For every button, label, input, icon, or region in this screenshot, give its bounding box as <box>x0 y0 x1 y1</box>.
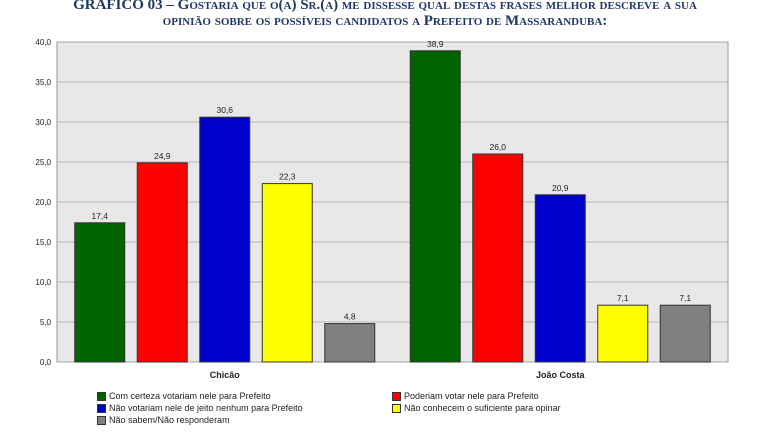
bar <box>136 162 188 363</box>
chart-title-line2: opinião sobre os possíveis candidatos a … <box>162 13 608 29</box>
data-label: 7,1 <box>679 293 691 303</box>
data-label: 17,4 <box>91 211 108 221</box>
data-label: 4,8 <box>344 312 356 322</box>
bar <box>199 116 251 363</box>
bar <box>261 183 313 363</box>
data-label: 26,0 <box>489 142 506 152</box>
legend-swatch <box>392 391 401 401</box>
y-tick-label: 15,0 <box>35 238 51 247</box>
legend-swatch <box>97 415 106 425</box>
data-label: 24,9 <box>154 151 171 161</box>
y-tick-label: 30,0 <box>35 118 51 127</box>
data-label: 20,9 <box>552 183 569 193</box>
x-category-label: João Costa <box>536 370 586 380</box>
bar <box>597 304 649 363</box>
y-tick-label: 25,0 <box>35 158 51 167</box>
legend-item-2: Não votariam nele de jeito nenhum para P… <box>97 403 303 413</box>
bar <box>324 323 376 363</box>
legend-label: Não conhecem o suficiente para opinar <box>404 403 561 413</box>
bar <box>659 304 711 363</box>
legend-label: Não sabem/Não responderam <box>109 415 230 425</box>
y-tick-label: 20,0 <box>35 198 51 207</box>
legend-label: Não votariam nele de jeito nenhum para P… <box>109 403 303 413</box>
bar <box>409 50 461 363</box>
data-label: 30,6 <box>216 105 233 115</box>
legend-label: Com certeza votariam nele para Prefeito <box>109 391 271 401</box>
data-label: 22,3 <box>279 172 296 182</box>
legend-item-1: Poderiam votar nele para Prefeito <box>392 391 539 401</box>
chart-title-line1: GRÁFICO 03 – Gostaria que o(a) Sr.(a) me… <box>73 0 697 13</box>
legend-item-3: Não conhecem o suficiente para opinar <box>392 403 561 413</box>
y-tick-label: 0,0 <box>40 358 52 367</box>
legend-swatch <box>97 391 106 401</box>
legend-swatch <box>97 403 106 413</box>
legend-item-0: Com certeza votariam nele para Prefeito <box>97 391 271 401</box>
data-label: 38,9 <box>427 39 444 49</box>
y-tick-label: 5,0 <box>40 318 52 327</box>
legend-item-4: Não sabem/Não responderam <box>97 415 230 425</box>
data-label: 7,1 <box>617 293 629 303</box>
bar <box>74 222 126 363</box>
y-tick-label: 40,0 <box>35 38 51 47</box>
bar <box>534 194 586 363</box>
legend-label: Poderiam votar nele para Prefeito <box>404 391 539 401</box>
bar <box>472 153 524 363</box>
legend-swatch <box>392 403 401 413</box>
y-tick-label: 10,0 <box>35 278 51 287</box>
y-tick-label: 35,0 <box>35 78 51 87</box>
x-category-label: Chicão <box>210 370 241 380</box>
